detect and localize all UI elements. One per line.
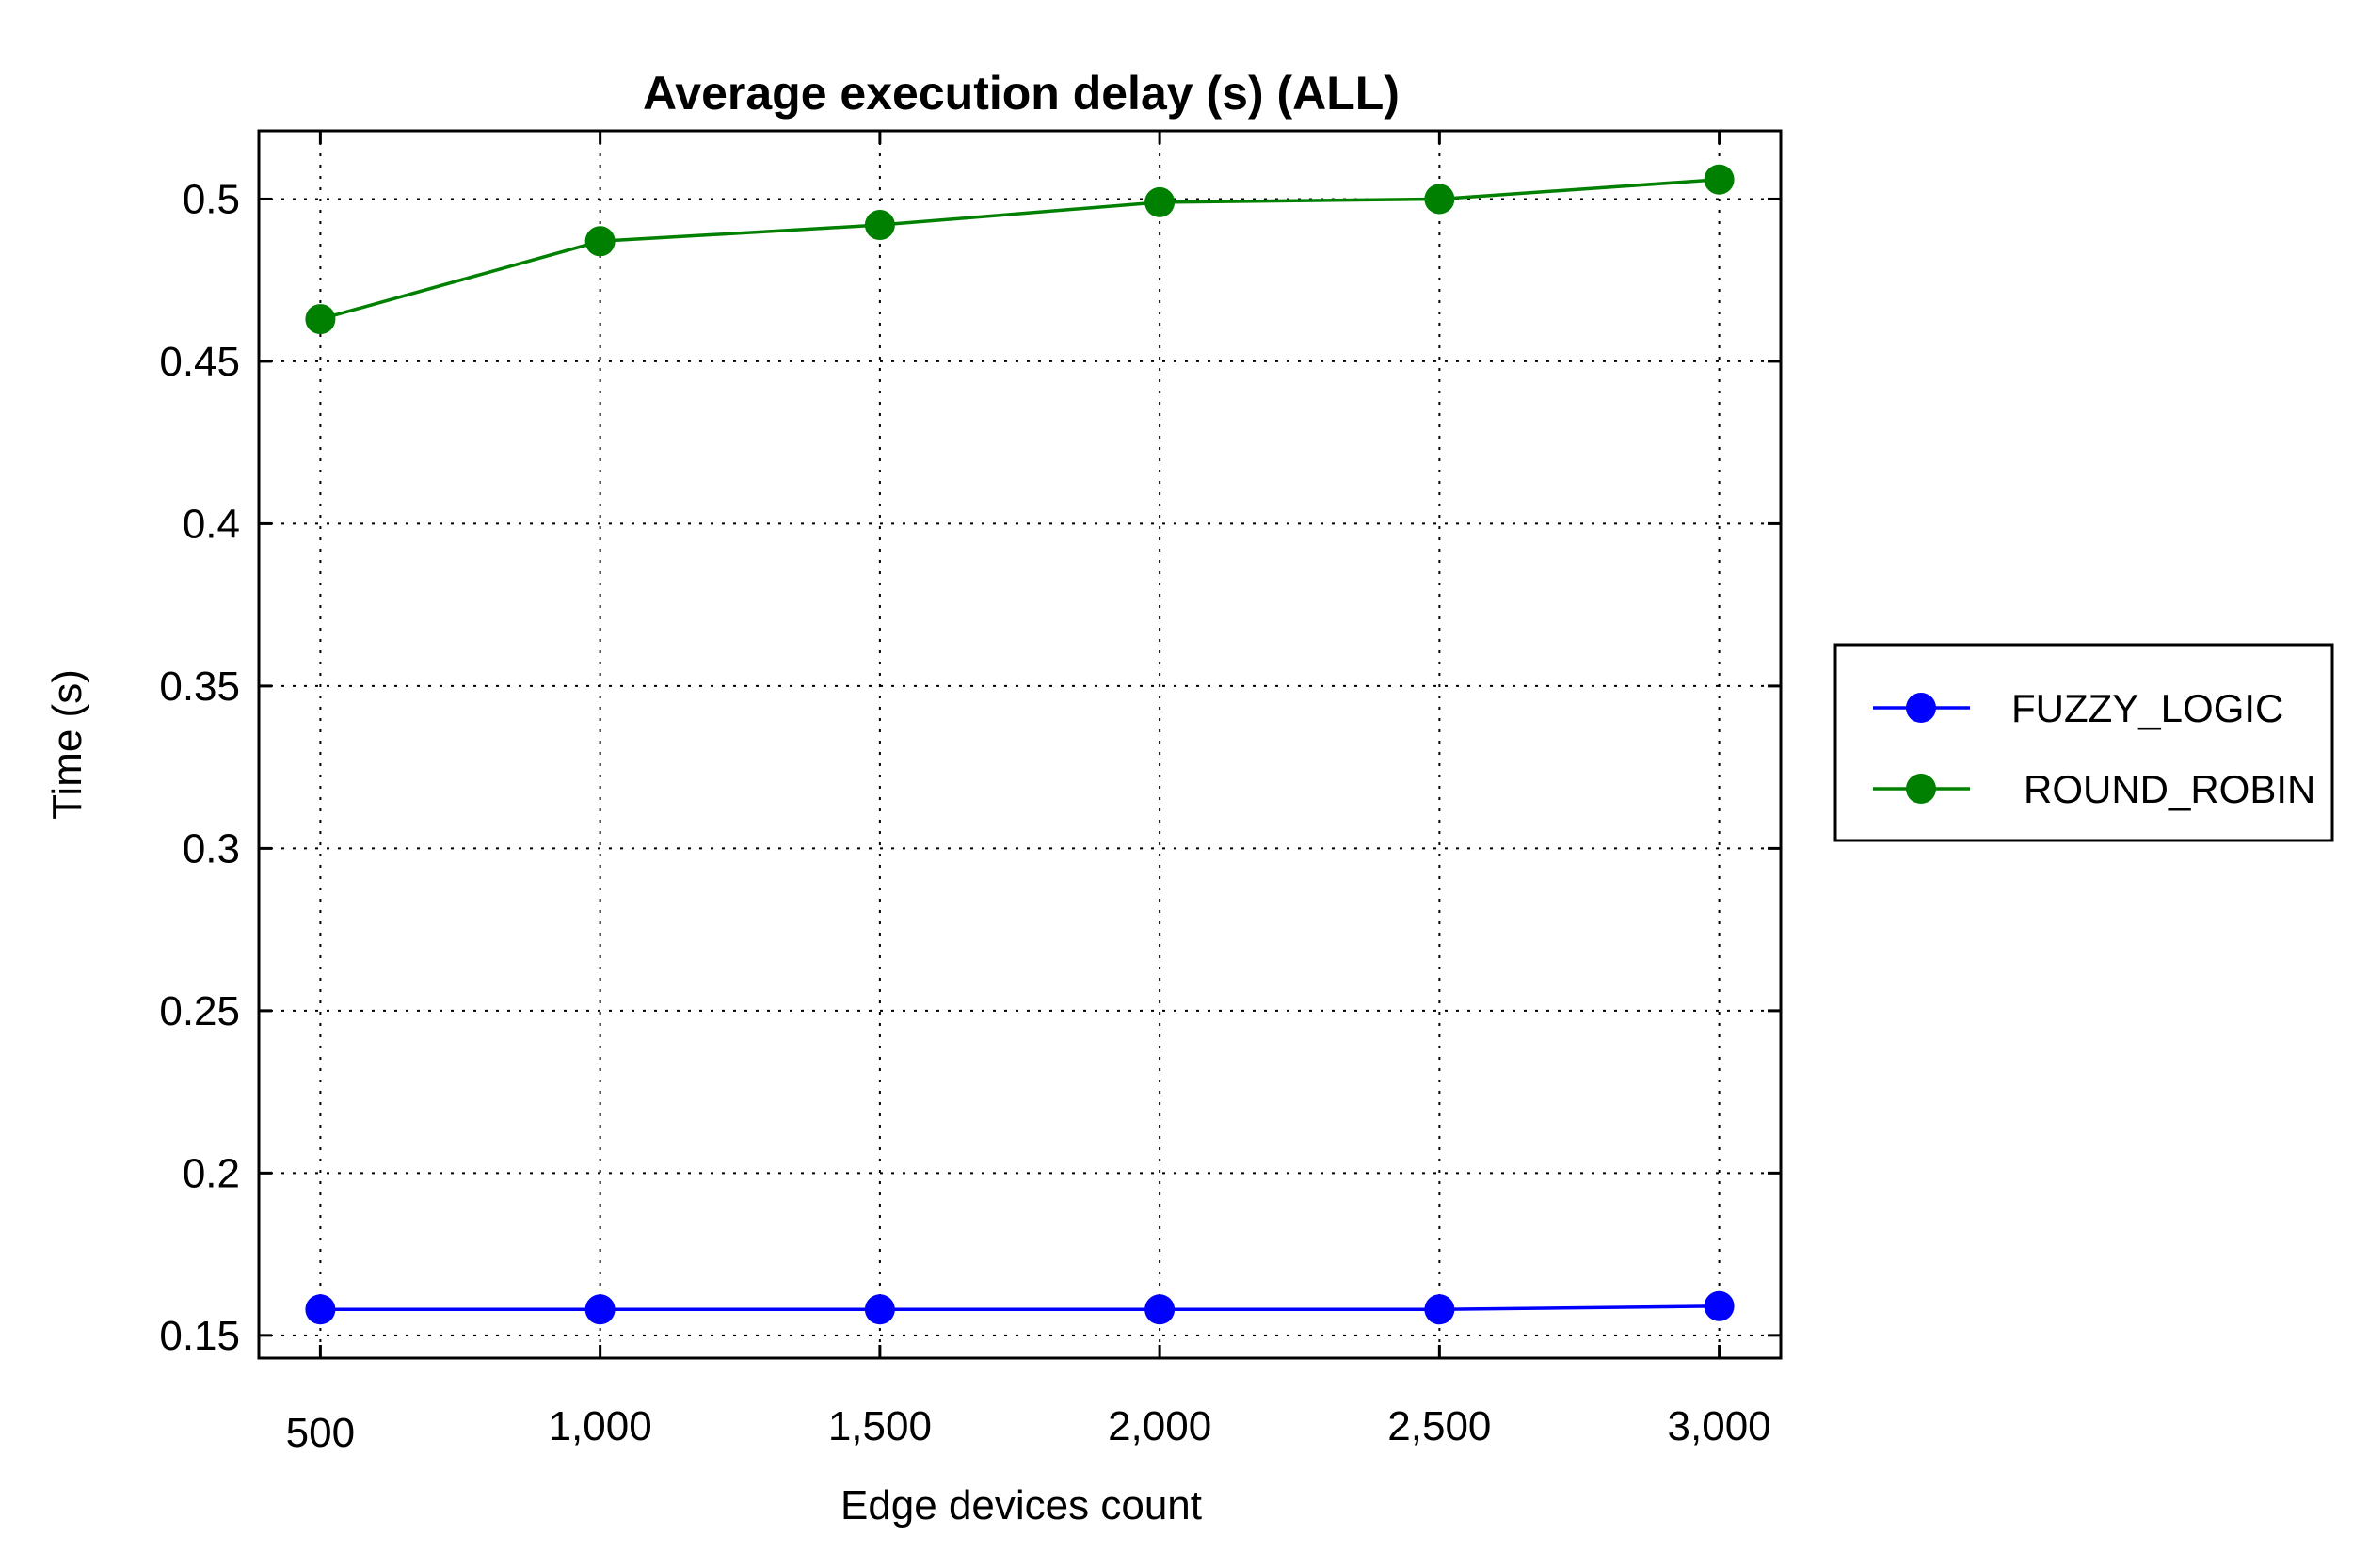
data-point <box>864 210 895 241</box>
series-fuzzy-logic <box>305 1290 1735 1325</box>
data-point <box>1704 164 1735 195</box>
series-line <box>320 1304 1720 1312</box>
data-point <box>584 1294 616 1325</box>
data-point <box>584 226 616 257</box>
legend-item: FUZZY_LOGIC <box>1873 686 2283 730</box>
x-axis-label: Edge devices count <box>840 1482 1202 1528</box>
data-point <box>1424 184 1455 215</box>
data-point <box>1144 186 1176 217</box>
data-point <box>1144 1294 1176 1325</box>
data-point <box>864 1294 895 1325</box>
x-tick-label: 2,000 <box>1108 1403 1211 1449</box>
grid-lines <box>259 131 1781 1358</box>
y-tick-label: 0.5 <box>183 176 240 222</box>
y-tick-label: 0.45 <box>159 339 240 385</box>
data-point <box>305 304 336 335</box>
legend-items: FUZZY_LOGIC ROUND_ROBIN <box>1873 686 2315 811</box>
series-line <box>319 178 1720 321</box>
legend-label: ROUND_ROBIN <box>2024 767 2315 811</box>
legend-marker <box>1906 774 1936 804</box>
legend-label: FUZZY_LOGIC <box>2011 686 2283 730</box>
y-axis-ticks: 0.15 0.2 0.25 0.3 0.35 0.4 0.45 0.5 <box>159 176 1781 1359</box>
legend-item: ROUND_ROBIN <box>1873 767 2315 811</box>
x-tick-label: 2,500 <box>1387 1403 1491 1449</box>
y-tick-label: 0.4 <box>183 501 240 547</box>
data-point <box>1704 1290 1735 1321</box>
x-tick-label: 1,500 <box>828 1403 932 1449</box>
x-tick-label: 1,000 <box>549 1403 652 1449</box>
y-tick-label: 0.25 <box>159 988 240 1034</box>
y-tick-label: 0.35 <box>159 664 240 710</box>
y-tick-label: 0.2 <box>183 1150 240 1196</box>
data-point <box>305 1294 336 1325</box>
series-group <box>305 164 1735 1325</box>
y-tick-label: 0.15 <box>159 1313 240 1359</box>
legend-frame <box>1833 643 2334 842</box>
legend-marker <box>1906 693 1936 723</box>
x-axis-ticks: 500 1,000 1,500 2,000 2,500 3,000 <box>286 131 1771 1456</box>
series-round-robin <box>305 164 1735 335</box>
chart-title: Average execution delay (s) (ALL) <box>643 67 1400 120</box>
y-tick-label: 0.3 <box>183 825 240 872</box>
x-tick-label: 3,000 <box>1668 1403 1771 1449</box>
y-axis-label: Time (s) <box>44 669 90 820</box>
plot-area-frame <box>257 129 1783 1360</box>
legend: FUZZY_LOGIC ROUND_ROBIN <box>1833 643 2334 842</box>
x-tick-label: 500 <box>286 1410 355 1456</box>
data-point <box>1424 1294 1455 1325</box>
